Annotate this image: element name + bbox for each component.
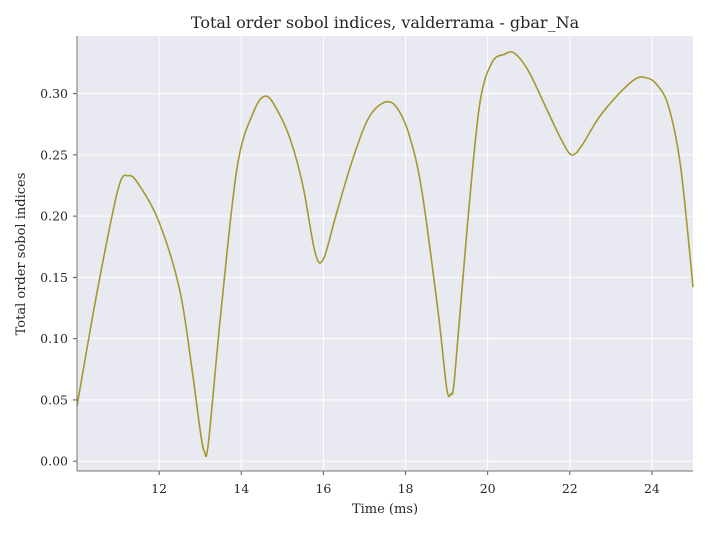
x-tick-label: 24 xyxy=(644,481,660,496)
x-tick-label: 18 xyxy=(398,481,414,496)
x-axis-label: Time (ms) xyxy=(352,502,418,517)
x-tick-label: 14 xyxy=(233,481,249,496)
x-tick-label: 12 xyxy=(151,481,167,496)
y-axis-label: Total order sobol indices xyxy=(14,173,29,336)
y-tick-label: 0.30 xyxy=(40,86,68,101)
grid xyxy=(77,36,693,471)
series-line xyxy=(76,51,694,458)
y-tick-label: 0.25 xyxy=(40,147,68,162)
chart-title: Total order sobol indices, valderrama - … xyxy=(191,13,580,32)
x-tick-label: 20 xyxy=(480,481,496,496)
y-tick-label: 0.10 xyxy=(40,331,68,346)
y-tick-label: 0.20 xyxy=(40,209,68,224)
x-tick-label: 22 xyxy=(562,481,578,496)
x-tick-label: 16 xyxy=(315,481,331,496)
series-layer xyxy=(76,51,694,458)
plot-area xyxy=(77,36,693,471)
y-tick-label: 0.00 xyxy=(40,454,68,469)
axes: 12 14 16 18 20 22 24 0.00 0.05 0.10 0.15 0.20 0.25 0.… xyxy=(40,36,693,496)
y-tick-label: 0.05 xyxy=(40,392,68,407)
y-tick-label: 0.15 xyxy=(40,270,68,285)
